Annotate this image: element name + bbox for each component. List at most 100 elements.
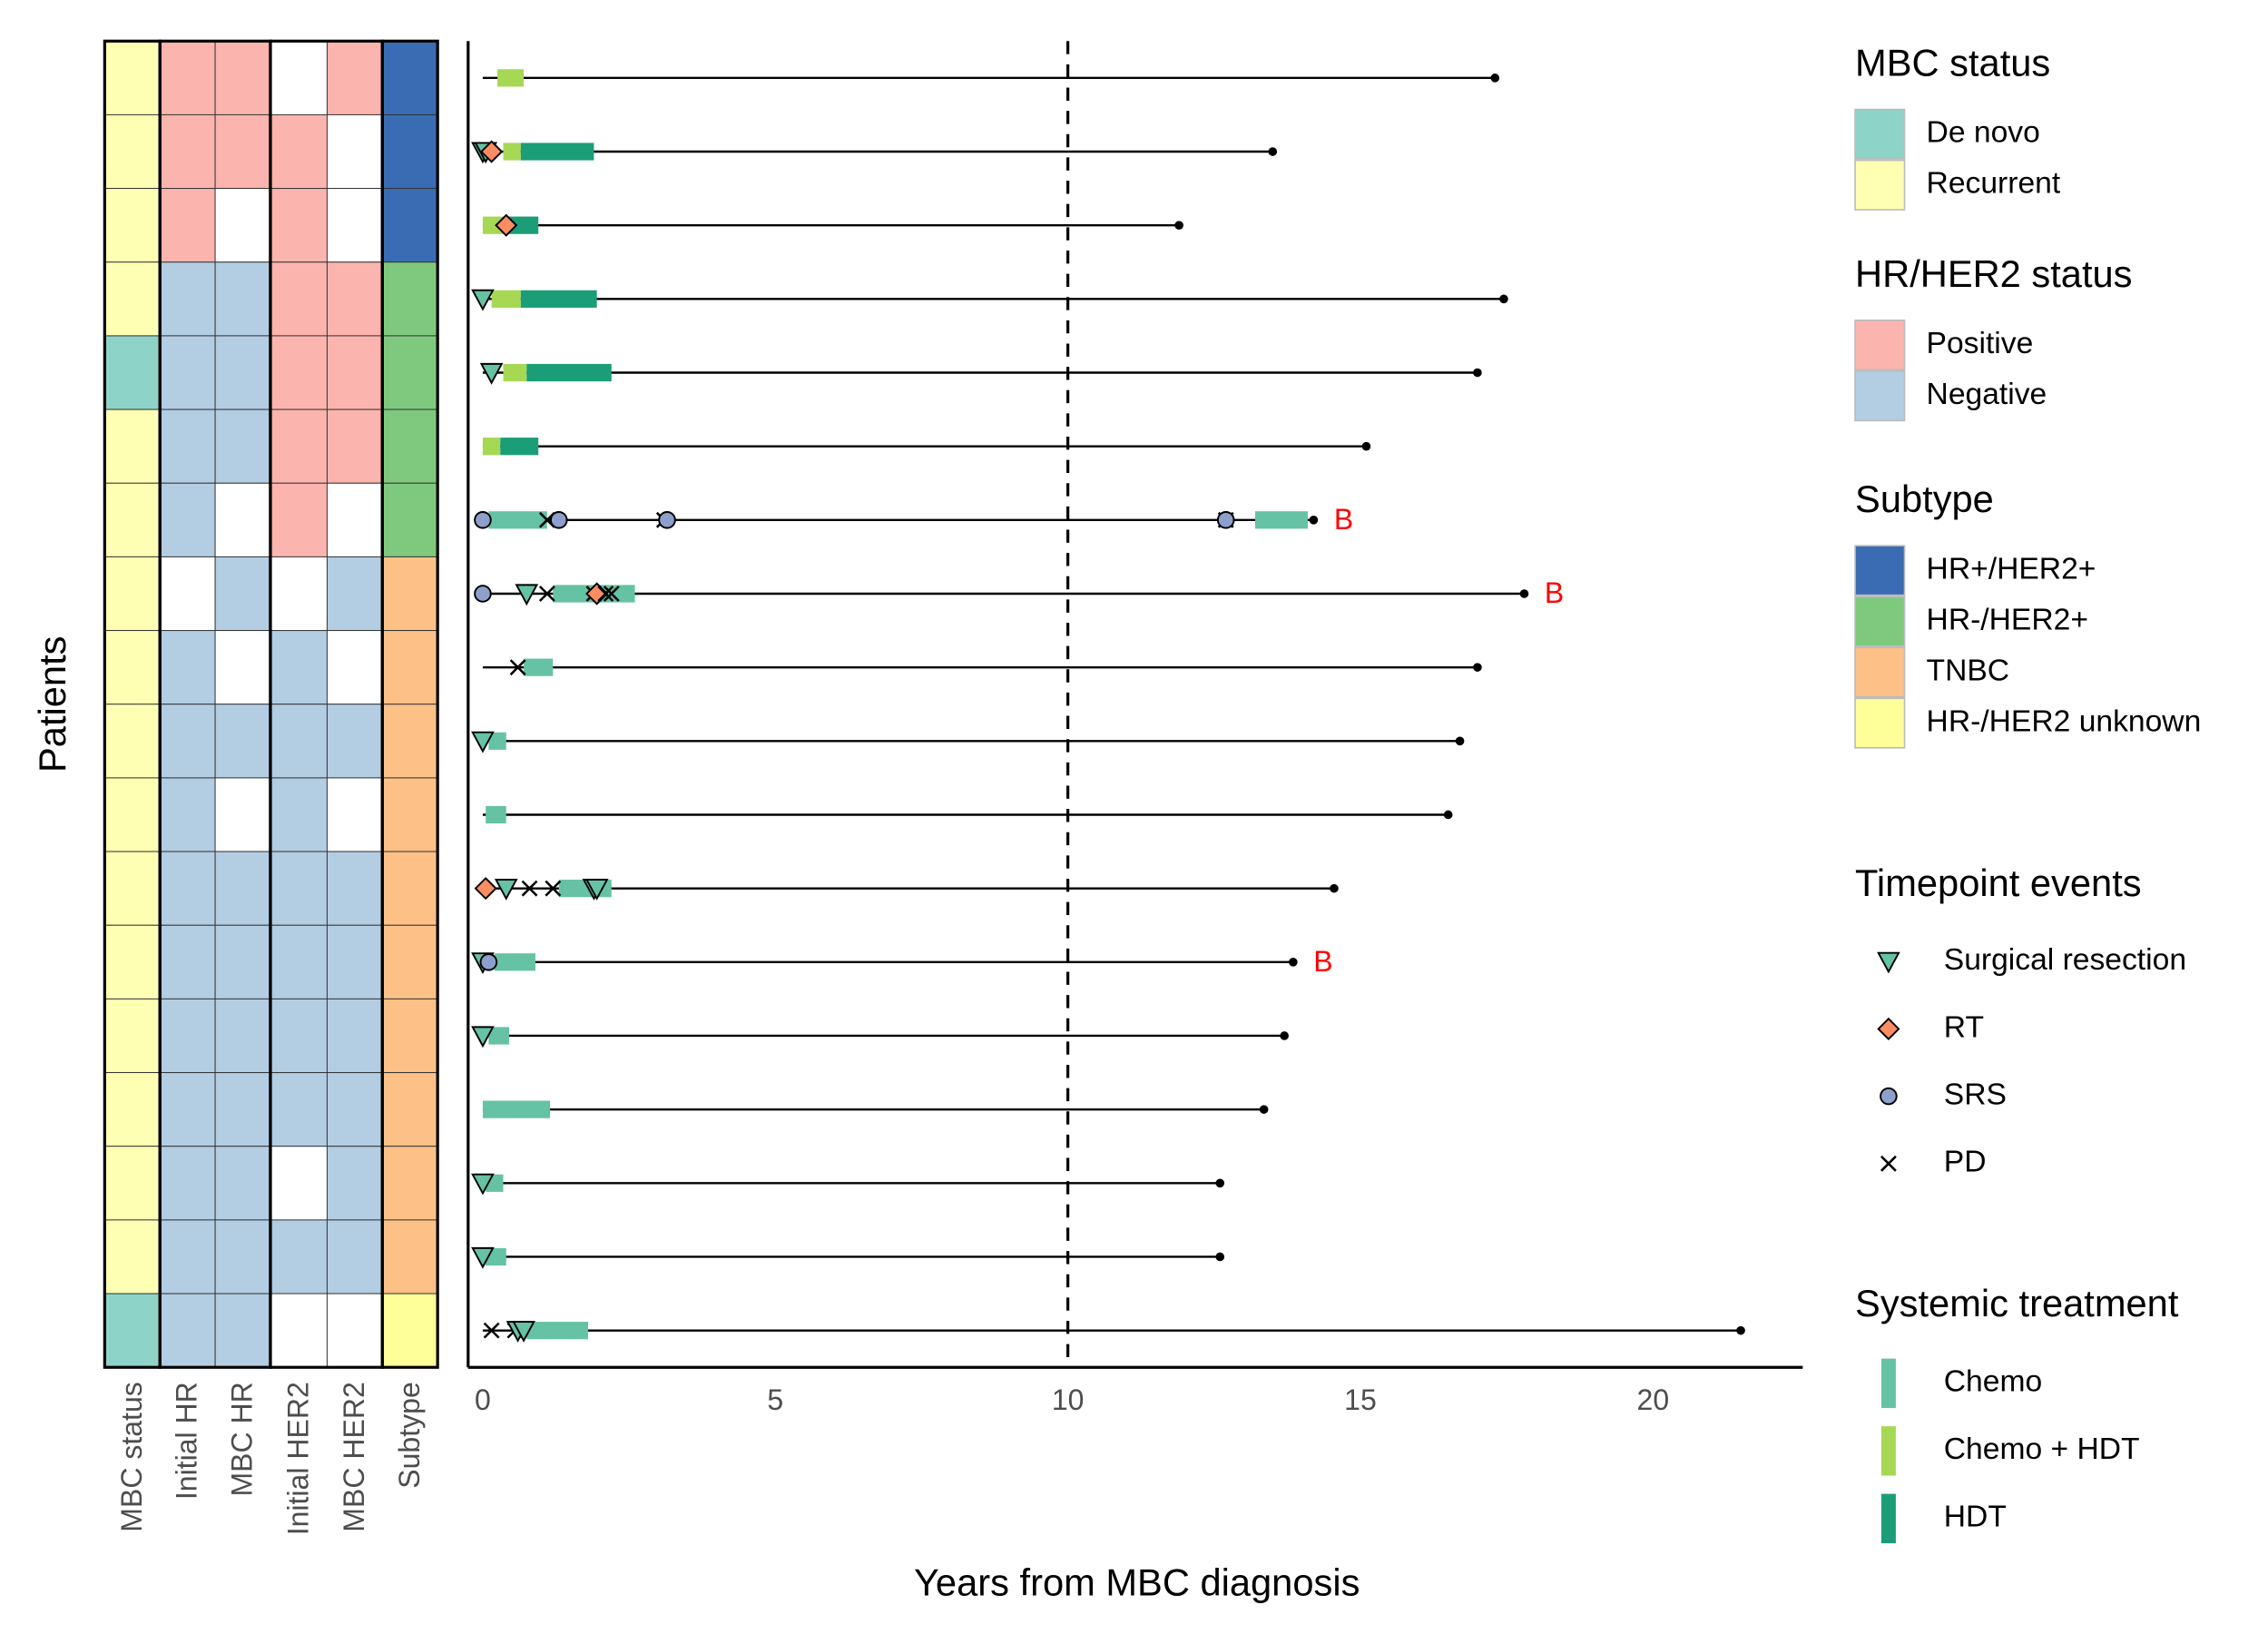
heatmap-cell <box>214 40 271 115</box>
heatmap-cell <box>214 704 271 779</box>
follow-up-end <box>1736 1325 1745 1335</box>
treatment-bar <box>526 1322 588 1340</box>
follow-up-end <box>1309 516 1319 525</box>
treatment-bar <box>482 1100 551 1118</box>
heatmap-cell <box>214 188 271 263</box>
treatment-bar <box>482 438 501 456</box>
legend-label: PD <box>1944 1146 1987 1179</box>
legend-swatch <box>1854 646 1906 698</box>
heatmap-cell <box>159 851 216 926</box>
follow-up-end <box>1443 810 1453 820</box>
follow-up-end <box>1519 589 1529 598</box>
follow-up-end <box>1490 74 1500 83</box>
legend-label: Recurrent <box>1927 167 2061 201</box>
legend-swatch <box>1854 596 1906 647</box>
legend-label: RT <box>1944 1010 1984 1044</box>
column-label: MBC HR <box>226 1382 259 1496</box>
legend-label: De novo <box>1927 116 2040 150</box>
heatmap-cell <box>381 261 438 337</box>
legend-title: HR/HER2 status <box>1855 252 2132 295</box>
surgical-marker <box>515 584 539 606</box>
heatmap-cell <box>103 261 161 337</box>
heatmap-cell <box>214 1219 271 1295</box>
treatment-bar <box>503 143 521 161</box>
heatmap-cell <box>214 335 271 410</box>
heatmap-cell <box>103 1293 161 1368</box>
legend-label: HR-/HER2+ <box>1927 603 2088 636</box>
srs-marker <box>658 511 676 529</box>
heatmap-cell <box>270 482 328 557</box>
heatmap-cell <box>326 188 383 263</box>
column-label: Initial HER2 <box>281 1382 314 1535</box>
legend-swatch <box>1880 1358 1896 1409</box>
treatment-bar <box>488 732 506 750</box>
heatmap-cell <box>103 1072 161 1147</box>
heatmap-cell <box>381 40 438 115</box>
treatment-bar <box>1254 511 1308 529</box>
heatmap-cell <box>103 998 161 1074</box>
heatmap-cell <box>103 1146 161 1221</box>
heatmap-cell <box>270 1072 328 1147</box>
heatmap-cell <box>159 1146 216 1221</box>
heatmap-cell <box>381 1219 438 1295</box>
heatmap-cell <box>381 704 438 779</box>
heatmap-cell <box>270 1219 328 1295</box>
heatmap-cell <box>326 1146 383 1221</box>
heatmap-cell <box>214 777 271 852</box>
srs-marker <box>479 953 498 971</box>
legend-title: Timepoint events <box>1855 861 2142 904</box>
legend-swatch <box>1880 1426 1896 1476</box>
heatmap-cell <box>214 113 271 190</box>
treatment-bar <box>506 216 539 234</box>
heatmap-cell <box>214 409 271 484</box>
legend-title: Systemic treatment <box>1855 1282 2179 1324</box>
patient-label: B <box>1313 945 1332 978</box>
surgical-marker <box>471 1173 495 1196</box>
surgical-marker <box>494 879 518 901</box>
heatmap-cell <box>381 1146 438 1221</box>
heatmap-cell <box>103 482 161 557</box>
heatmap-cell <box>270 851 328 926</box>
surgical-marker <box>471 289 495 311</box>
treatment-bar <box>524 658 554 676</box>
heatmap-cell <box>214 1293 271 1368</box>
heatmap-cell <box>381 777 438 852</box>
treatment-bar <box>520 290 597 308</box>
heatmap-cell <box>103 851 161 926</box>
heatmap-cell <box>381 851 438 926</box>
heatmap-cell <box>103 630 161 705</box>
heatmap-cell <box>103 777 161 852</box>
follow-up-end <box>1215 1178 1225 1188</box>
heatmap-cell <box>326 113 383 190</box>
legend-label: HR-/HER2 unknown <box>1927 704 2202 738</box>
heatmap-cell <box>159 630 216 705</box>
follow-up-end <box>1268 147 1278 156</box>
heatmap-cell <box>326 1293 383 1368</box>
heatmap-cell <box>326 409 383 484</box>
srs-marker <box>1216 511 1235 529</box>
legend-label: SRS <box>1944 1078 2007 1112</box>
heatmap-cell <box>270 409 328 484</box>
heatmap-cell <box>326 704 383 779</box>
treatment-bar <box>491 290 521 308</box>
heatmap-cell <box>326 924 383 999</box>
heatmap-cell <box>270 630 328 705</box>
legend-title: MBC status <box>1855 42 2050 84</box>
pd-marker <box>597 586 614 602</box>
heatmap-cell <box>326 777 383 852</box>
heatmap-cell <box>270 335 328 410</box>
legend-marker <box>1877 1017 1900 1041</box>
legend-swatch <box>1854 697 1906 749</box>
heatmap-cell <box>159 777 216 852</box>
surgical-marker <box>471 1026 495 1048</box>
heatmap-cell <box>159 188 216 263</box>
column-label: Initial HR <box>171 1382 203 1500</box>
y-axis-label: Patients <box>31 636 74 773</box>
legend-label: Chemo + HDT <box>1944 1432 2140 1466</box>
heatmap-cell <box>326 1072 383 1147</box>
heatmap-cell <box>103 188 161 263</box>
legend-swatch <box>1854 108 1906 160</box>
legend-label: Chemo <box>1944 1365 2042 1399</box>
legend-title: Subtype <box>1855 477 1994 520</box>
